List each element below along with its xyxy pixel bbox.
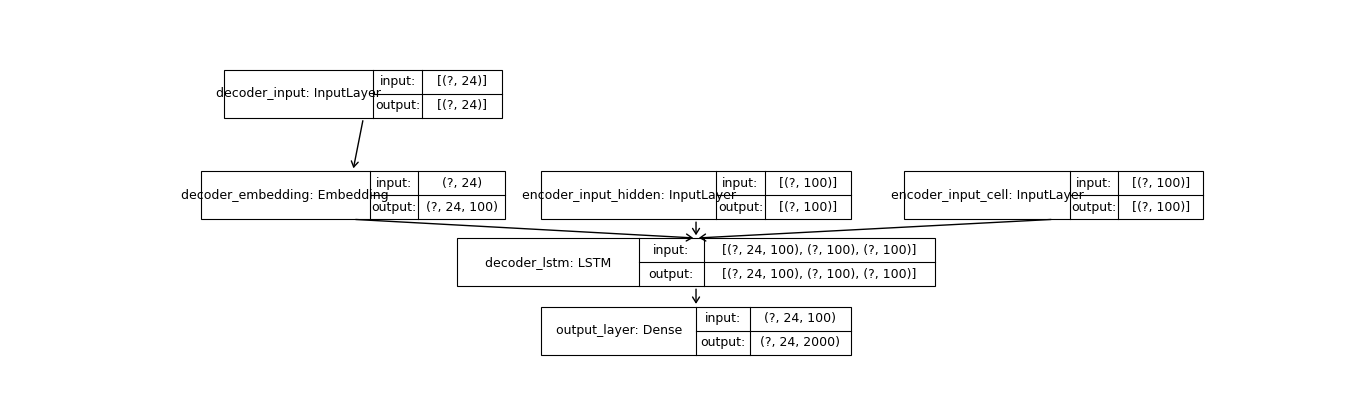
- Text: decoder_input: InputLayer: decoder_input: InputLayer: [217, 87, 382, 100]
- Text: output:: output:: [375, 99, 420, 113]
- Bar: [904, 171, 1204, 220]
- Bar: [542, 171, 850, 220]
- Text: encoder_input_hidden: InputLayer: encoder_input_hidden: InputLayer: [521, 189, 735, 202]
- Text: [(?, 100)]: [(?, 100)]: [779, 177, 837, 190]
- Bar: [225, 70, 502, 118]
- Text: output:: output:: [700, 337, 746, 350]
- Text: [(?, 24)]: [(?, 24)]: [437, 75, 487, 88]
- Text: input:: input:: [376, 177, 412, 190]
- Text: [(?, 24)]: [(?, 24)]: [437, 99, 487, 113]
- Bar: [200, 171, 505, 220]
- Text: decoder_lstm: LSTM: decoder_lstm: LSTM: [485, 256, 611, 269]
- Text: (?, 24, 100): (?, 24, 100): [425, 201, 498, 214]
- Text: input:: input:: [722, 177, 758, 190]
- Text: input:: input:: [705, 312, 741, 325]
- Text: [(?, 100)]: [(?, 100)]: [779, 201, 837, 214]
- Text: [(?, 100)]: [(?, 100)]: [1132, 201, 1190, 214]
- Text: [(?, 24, 100), (?, 100), (?, 100)]: [(?, 24, 100), (?, 100), (?, 100)]: [722, 244, 917, 257]
- Text: output:: output:: [1071, 201, 1117, 214]
- Text: (?, 24, 100): (?, 24, 100): [765, 312, 837, 325]
- Text: input:: input:: [1076, 177, 1113, 190]
- Text: input:: input:: [653, 244, 689, 257]
- Text: output:: output:: [371, 201, 417, 214]
- Bar: [542, 307, 850, 355]
- Text: [(?, 24, 100), (?, 100), (?, 100)]: [(?, 24, 100), (?, 100), (?, 100)]: [722, 268, 917, 281]
- Bar: [458, 238, 934, 286]
- Text: (?, 24, 2000): (?, 24, 2000): [761, 337, 841, 350]
- Text: encoder_input_cell: InputLayer: encoder_input_cell: InputLayer: [891, 189, 1083, 202]
- Text: decoder_embedding: Embedding: decoder_embedding: Embedding: [181, 189, 389, 202]
- Text: output:: output:: [649, 268, 693, 281]
- Text: [(?, 100)]: [(?, 100)]: [1132, 177, 1190, 190]
- Text: output_layer: Dense: output_layer: Dense: [555, 324, 682, 337]
- Text: (?, 24): (?, 24): [441, 177, 482, 190]
- Text: input:: input:: [379, 75, 416, 88]
- Text: output:: output:: [718, 201, 764, 214]
